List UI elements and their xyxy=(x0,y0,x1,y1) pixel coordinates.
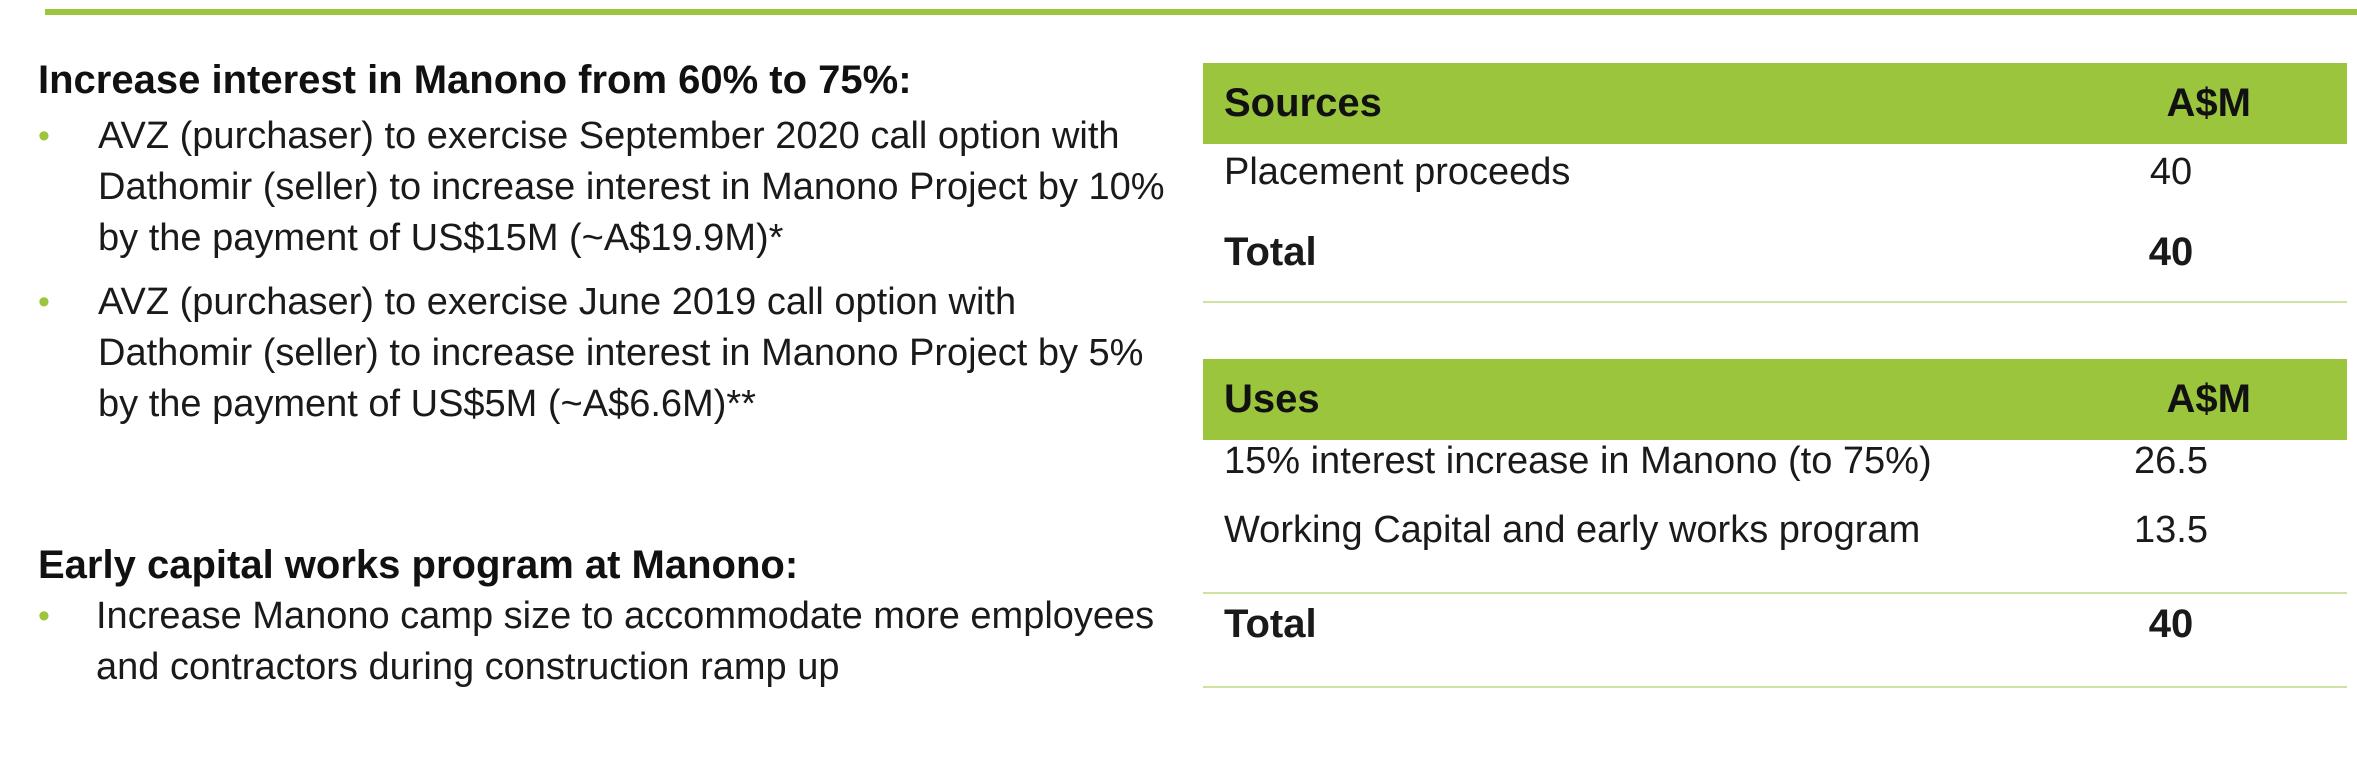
section-heading-early-works: Early capital works program at Manono: xyxy=(38,543,799,587)
sources-total-row: Total 40 xyxy=(1203,230,2347,290)
uses-table-header: Uses A$M xyxy=(1203,359,2347,440)
row-value: 26.5 xyxy=(2134,440,2208,482)
sources-header-label: Sources xyxy=(1224,81,1382,125)
uses-header-unit: A$M xyxy=(2166,377,2251,421)
row-label: Placement proceeds xyxy=(1224,151,1571,193)
sources-table-header: Sources A$M xyxy=(1203,63,2347,144)
total-label: Total xyxy=(1224,230,1317,274)
bullet-text: AVZ (purchaser) to exercise June 2019 ca… xyxy=(98,281,1144,425)
sources-header-unit: A$M xyxy=(2166,81,2251,125)
list-item: • Increase Manono camp size to accommoda… xyxy=(38,591,1168,693)
sources-table: Sources A$M xyxy=(1203,63,2347,144)
top-accent-rule xyxy=(45,9,2357,15)
total-value: 40 xyxy=(2148,602,2194,646)
uses-row-interest: 15% interest increase in Manono (to 75%)… xyxy=(1203,440,2347,500)
bullet-text: Increase Manono camp size to accommodate… xyxy=(96,595,1155,688)
uses-bottom-rule xyxy=(1203,686,2347,688)
bullet-text: AVZ (purchaser) to exercise September 20… xyxy=(98,115,1165,259)
sources-row-placement: Placement proceeds 40 xyxy=(1203,151,2347,211)
section-heading-interest-increase: Increase interest in Manono from 60% to … xyxy=(38,58,912,102)
sources-bottom-rule xyxy=(1203,301,2347,303)
row-value: 13.5 xyxy=(2134,509,2208,551)
total-value: 40 xyxy=(2148,230,2194,274)
uses-total-row: Total 40 xyxy=(1203,602,2347,662)
uses-row-working-capital: Working Capital and early works program … xyxy=(1203,509,2347,569)
bullet-dot-icon: • xyxy=(38,597,50,635)
total-label: Total xyxy=(1224,602,1317,646)
row-value: 40 xyxy=(2149,151,2193,193)
bullet-dot-icon: • xyxy=(38,283,50,321)
row-label: Working Capital and early works program xyxy=(1224,509,1921,551)
uses-header-label: Uses xyxy=(1224,377,1320,421)
uses-total-top-rule xyxy=(1203,592,2347,594)
bullet-dot-icon: • xyxy=(38,117,50,155)
list-item: • AVZ (purchaser) to exercise September … xyxy=(38,111,1168,264)
early-works-bullets: • Increase Manono camp size to accommoda… xyxy=(38,591,1168,706)
interest-increase-bullets: • AVZ (purchaser) to exercise September … xyxy=(38,111,1168,443)
row-label: 15% interest increase in Manono (to 75%) xyxy=(1224,440,1932,482)
list-item: • AVZ (purchaser) to exercise June 2019 … xyxy=(38,277,1168,430)
uses-table: Uses A$M xyxy=(1203,359,2347,440)
